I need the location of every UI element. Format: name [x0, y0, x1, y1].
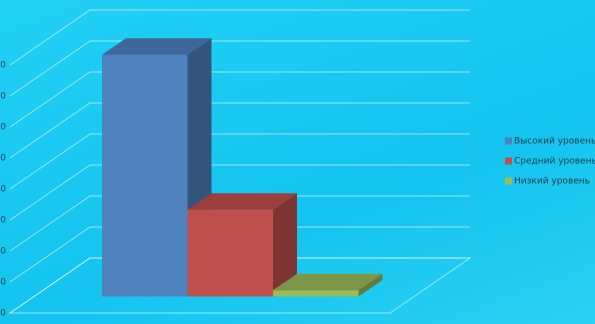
legend-swatch [505, 157, 512, 165]
y-tick-label: 0 [0, 309, 6, 319]
legend-swatch [505, 177, 512, 185]
grid-line [9, 71, 470, 128]
bar-top [102, 38, 212, 55]
y-tick-label: 20 [0, 247, 6, 257]
legend-label: Средний уровень [514, 157, 595, 167]
bar [102, 54, 188, 297]
grid-line [9, 9, 470, 66]
bar-top [273, 273, 383, 291]
y-tick-label: 40 [0, 185, 6, 195]
y-tick-label: 50 [0, 154, 6, 164]
y-tick-label: 70 [0, 92, 6, 102]
grid-line [9, 164, 470, 221]
grid-line [9, 102, 470, 159]
bar-side [273, 193, 297, 297]
bar-side [358, 273, 383, 297]
grid-line [9, 257, 470, 314]
y-tick-label: 30 [0, 216, 6, 226]
y-tick-label: 10 [0, 278, 6, 288]
legend-label: Низкий уровень [514, 177, 590, 187]
grid-line [9, 40, 470, 97]
y-tick-label: 60 [0, 123, 6, 133]
legend-label: Высокий уровень [514, 137, 595, 147]
bar [187, 209, 273, 297]
bar [273, 290, 359, 297]
legend-swatch [505, 137, 512, 145]
y-tick-label: 80 [0, 61, 6, 71]
bar-top [187, 193, 297, 210]
grid-line [9, 195, 470, 252]
grid-line [9, 226, 470, 283]
grid-line [9, 133, 470, 190]
